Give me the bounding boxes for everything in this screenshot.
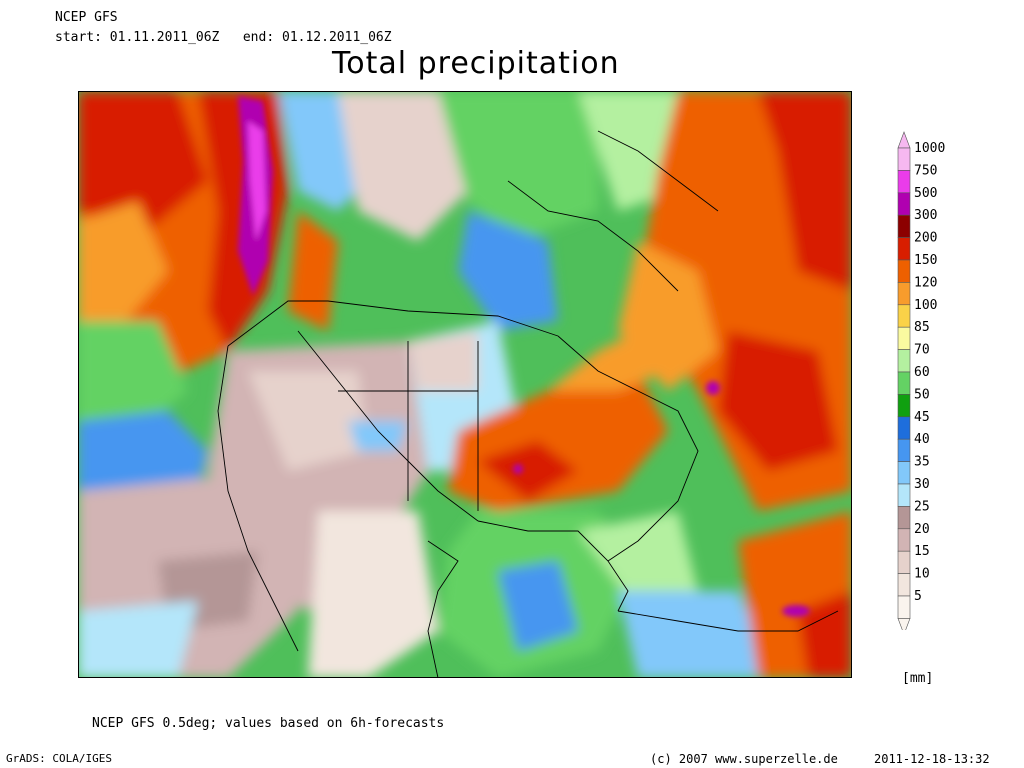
precipitation-map <box>78 91 852 678</box>
legend-swatch <box>897 259 911 283</box>
precipitation-legend: 1000 750 500 300 200 150 120 100 85 70 60 50 45 40 35 3… <box>897 131 945 630</box>
legend-label: 50 <box>914 387 930 402</box>
legend-label: 70 <box>914 343 930 358</box>
legend-swatch <box>897 282 911 306</box>
legend-label: 750 <box>914 163 937 178</box>
data-note: NCEP GFS 0.5deg; values based on 6h-fore… <box>92 716 445 731</box>
unit-label: [mm] <box>902 671 934 686</box>
legend-swatch <box>897 550 911 574</box>
legend-swatch <box>897 326 911 350</box>
legend-swatch <box>897 461 911 485</box>
legend-swatch <box>897 394 911 418</box>
legend-arrow-bottom <box>897 618 911 630</box>
legend-swatch <box>897 483 911 507</box>
legend-label: 15 <box>914 544 930 559</box>
legend-label: 200 <box>914 231 937 246</box>
software-credit: GrADS: COLA/IGES <box>6 752 112 765</box>
start-label: start: <box>55 30 102 45</box>
legend-label: 500 <box>914 186 937 201</box>
legend-swatch <box>897 416 911 440</box>
map-title: Total precipitation <box>332 46 620 81</box>
legend-label: 30 <box>914 477 930 492</box>
valid-period: start: 01.11.2011_06Z end: 01.12.2011_06… <box>55 30 392 46</box>
end-time: 01.12.2011_06Z <box>282 30 392 45</box>
legend-swatch <box>897 528 911 552</box>
coastlines <box>217 130 839 678</box>
end-label: end: <box>242 30 275 45</box>
copyright: (c) 2007 www.superzelle.de <box>650 752 838 766</box>
legend-label: 85 <box>914 320 930 335</box>
legend-label: 45 <box>914 410 930 425</box>
timestamp: 2011-12-18-13:32 <box>874 752 990 766</box>
legend-swatch <box>897 237 911 261</box>
legend-swatch <box>897 506 911 530</box>
legend-label: 1000 <box>914 141 945 156</box>
legend-arrow-top <box>897 131 911 149</box>
legend-label: 10 <box>914 567 930 582</box>
legend-swatch <box>897 438 911 462</box>
legend-label: 40 <box>914 432 930 447</box>
legend-label: 120 <box>914 275 937 290</box>
legend-label: 300 <box>914 208 937 223</box>
legend-swatch <box>897 371 911 395</box>
legend-swatch <box>897 147 911 171</box>
legend-label: 25 <box>914 499 930 514</box>
precipitation-field <box>78 91 852 678</box>
legend-swatch <box>897 573 911 597</box>
legend-label: 35 <box>914 455 930 470</box>
legend-label: 20 <box>914 522 930 537</box>
legend-label: 60 <box>914 365 930 380</box>
model-name: NCEP GFS <box>55 10 118 25</box>
legend-swatch <box>897 214 911 238</box>
legend-label: 100 <box>914 298 937 313</box>
legend-swatch <box>897 192 911 216</box>
legend-swatch <box>897 304 911 328</box>
legend-swatch <box>897 349 911 373</box>
legend-label: 5 <box>914 589 922 604</box>
legend-swatch <box>897 595 911 619</box>
legend-label: 150 <box>914 253 937 268</box>
legend-swatch <box>897 170 911 194</box>
start-time: 01.11.2011_06Z <box>109 30 220 45</box>
